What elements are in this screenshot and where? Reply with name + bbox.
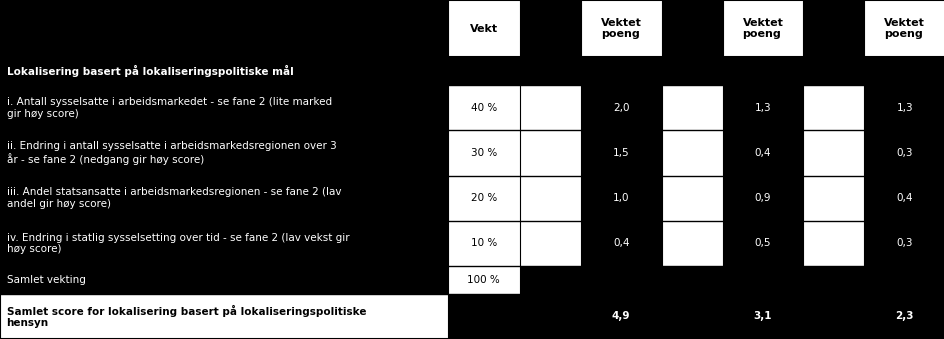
Bar bbox=[581, 176, 661, 221]
Bar bbox=[661, 176, 722, 221]
Bar bbox=[864, 0, 944, 57]
Bar bbox=[0, 131, 447, 176]
Text: 4,9: 4,9 bbox=[612, 312, 630, 321]
Text: 3,1: 3,1 bbox=[753, 312, 771, 321]
Bar bbox=[722, 266, 802, 294]
Bar bbox=[581, 85, 661, 131]
Text: 0,4: 0,4 bbox=[754, 148, 770, 158]
Text: 2,0: 2,0 bbox=[613, 103, 629, 113]
Text: 1,0: 1,0 bbox=[613, 193, 629, 203]
Bar bbox=[864, 176, 944, 221]
Bar bbox=[447, 57, 519, 85]
Text: 0,4: 0,4 bbox=[613, 238, 629, 248]
Bar bbox=[802, 221, 864, 266]
Text: 40 %: 40 % bbox=[470, 103, 497, 113]
Bar bbox=[864, 266, 944, 294]
Bar bbox=[519, 85, 581, 131]
Bar bbox=[447, 294, 519, 339]
Text: 20 %: 20 % bbox=[470, 193, 497, 203]
Text: 0,3: 0,3 bbox=[896, 238, 912, 248]
Text: i. Antall sysselsatte i arbeidsmarkedet - se fane 2 (lite marked
gir høy score): i. Antall sysselsatte i arbeidsmarkedet … bbox=[7, 97, 331, 119]
Bar bbox=[864, 294, 944, 339]
Bar bbox=[661, 266, 722, 294]
Bar bbox=[447, 266, 519, 294]
Bar bbox=[0, 294, 447, 339]
Text: ii. Endring i antall sysselsatte i arbeidsmarkedsregionen over 3
år - se fane 2 : ii. Endring i antall sysselsatte i arbei… bbox=[7, 141, 336, 165]
Bar bbox=[722, 57, 802, 85]
Bar bbox=[864, 221, 944, 266]
Bar bbox=[0, 221, 447, 266]
Text: Samlet score for lokalisering basert på lokaliseringspolitiske
hensyn: Samlet score for lokalisering basert på … bbox=[7, 304, 365, 328]
Text: 0,3: 0,3 bbox=[896, 148, 912, 158]
Text: 1,3: 1,3 bbox=[895, 103, 912, 113]
Bar bbox=[0, 266, 447, 294]
Text: 10 %: 10 % bbox=[470, 238, 497, 248]
Bar bbox=[447, 131, 519, 176]
Bar bbox=[519, 131, 581, 176]
Bar bbox=[661, 57, 722, 85]
Bar bbox=[519, 221, 581, 266]
Bar bbox=[661, 131, 722, 176]
Bar bbox=[864, 57, 944, 85]
Text: iii. Andel statsansatte i arbeidsmarkedsregionen - se fane 2 (lav
andel gir høy : iii. Andel statsansatte i arbeidsmarkeds… bbox=[7, 187, 341, 209]
Bar bbox=[802, 0, 864, 57]
Bar bbox=[802, 85, 864, 131]
Bar bbox=[581, 221, 661, 266]
Text: 2,3: 2,3 bbox=[895, 312, 913, 321]
Text: 0,4: 0,4 bbox=[896, 193, 912, 203]
Text: Vektet
poeng: Vektet poeng bbox=[600, 18, 641, 39]
Bar bbox=[722, 131, 802, 176]
Text: 100 %: 100 % bbox=[467, 275, 499, 285]
Bar bbox=[519, 57, 581, 85]
Text: 30 %: 30 % bbox=[470, 148, 497, 158]
Text: 1,3: 1,3 bbox=[753, 103, 770, 113]
Bar bbox=[722, 85, 802, 131]
Bar bbox=[0, 176, 447, 221]
Bar bbox=[864, 85, 944, 131]
Bar bbox=[722, 0, 802, 57]
Bar bbox=[661, 221, 722, 266]
Bar bbox=[661, 0, 722, 57]
Text: Samlet vekting: Samlet vekting bbox=[7, 275, 85, 285]
Bar bbox=[581, 266, 661, 294]
Bar bbox=[0, 57, 447, 85]
Bar bbox=[0, 0, 447, 57]
Bar bbox=[802, 176, 864, 221]
Text: 0,5: 0,5 bbox=[754, 238, 770, 248]
Bar bbox=[581, 294, 661, 339]
Bar bbox=[519, 176, 581, 221]
Text: Lokalisering basert på lokaliseringspolitiske mål: Lokalisering basert på lokaliseringspoli… bbox=[7, 65, 293, 77]
Bar bbox=[802, 266, 864, 294]
Bar bbox=[581, 57, 661, 85]
Bar bbox=[802, 57, 864, 85]
Bar bbox=[519, 0, 581, 57]
Text: 0,9: 0,9 bbox=[754, 193, 770, 203]
Bar bbox=[661, 294, 722, 339]
Text: Vektet
poeng: Vektet poeng bbox=[884, 18, 924, 39]
Bar bbox=[802, 131, 864, 176]
Bar bbox=[722, 294, 802, 339]
Bar bbox=[802, 294, 864, 339]
Text: Vektet
poeng: Vektet poeng bbox=[742, 18, 783, 39]
Bar bbox=[864, 131, 944, 176]
Text: 1,5: 1,5 bbox=[612, 148, 629, 158]
Bar bbox=[447, 85, 519, 131]
Bar bbox=[722, 221, 802, 266]
Bar bbox=[519, 266, 581, 294]
Bar bbox=[722, 176, 802, 221]
Bar bbox=[447, 0, 519, 57]
Bar bbox=[447, 221, 519, 266]
Text: Vekt: Vekt bbox=[469, 24, 497, 34]
Bar bbox=[447, 176, 519, 221]
Bar bbox=[581, 131, 661, 176]
Bar bbox=[0, 85, 447, 131]
Bar bbox=[661, 85, 722, 131]
Bar bbox=[519, 294, 581, 339]
Bar bbox=[581, 0, 661, 57]
Text: iv. Endring i statlig sysselsetting over tid - se fane 2 (lav vekst gir
høy scor: iv. Endring i statlig sysselsetting over… bbox=[7, 233, 349, 254]
